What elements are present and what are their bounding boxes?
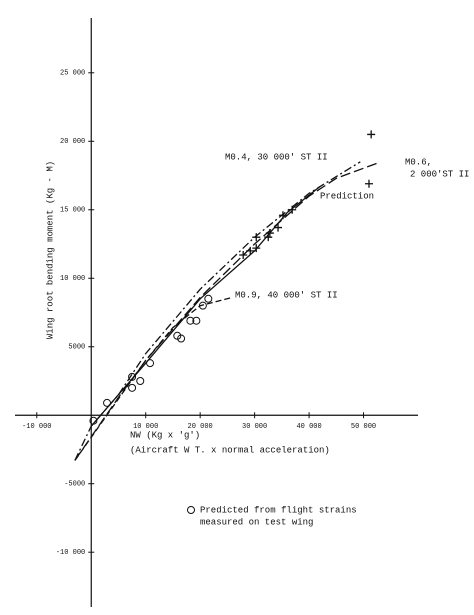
- y-tick-label: -10 000: [56, 549, 85, 557]
- x-tick-label: 10 000: [133, 423, 158, 431]
- y-tick-label: 25 000: [60, 70, 85, 78]
- curve-label: 2 000'ST II: [410, 169, 469, 179]
- data-point: [177, 334, 186, 343]
- curve: [90, 185, 321, 427]
- legend-label: Predicted from flight strains: [200, 505, 357, 515]
- curve-label: M0.6,: [405, 157, 432, 167]
- data-point: [204, 294, 213, 303]
- data-point: [192, 316, 201, 325]
- data-point: [136, 376, 145, 385]
- x-axis-sublabel: (Aircraft W T. x normal acceleration): [130, 445, 330, 455]
- data-point: [364, 179, 373, 188]
- legend-label: measured on test wing: [200, 517, 313, 527]
- data-point: [274, 223, 283, 232]
- x-tick-label: 20 000: [188, 423, 213, 431]
- curve: [74, 162, 378, 461]
- data-point: [128, 372, 137, 381]
- data-point: [367, 130, 376, 139]
- data-point: [252, 233, 261, 242]
- y-tick-label: 20 000: [60, 138, 85, 146]
- curve-label: M0.9, 40 000' ST II: [235, 290, 338, 300]
- x-tick-label: 50 000: [351, 423, 376, 431]
- y-tick-label: 15 000: [60, 207, 85, 215]
- y-tick-label: -5000: [64, 481, 85, 489]
- legend-marker: [187, 506, 195, 514]
- x-tick-label: -10 000: [22, 423, 51, 431]
- y-axis-label: Wing root bending moment (Kg - M): [45, 161, 55, 339]
- curve-label: M0.4, 30 000' ST II: [225, 152, 328, 162]
- y-tick-label: 5000: [68, 344, 85, 352]
- data-point: [128, 383, 137, 392]
- x-tick-label: 30 000: [242, 423, 267, 431]
- data-point: [186, 316, 195, 325]
- x-axis-label: NW (Kg x 'g'): [130, 430, 200, 440]
- y-tick-label: 10 000: [60, 275, 85, 283]
- curve-label: Prediction: [320, 191, 374, 201]
- x-tick-label: 40 000: [296, 423, 321, 431]
